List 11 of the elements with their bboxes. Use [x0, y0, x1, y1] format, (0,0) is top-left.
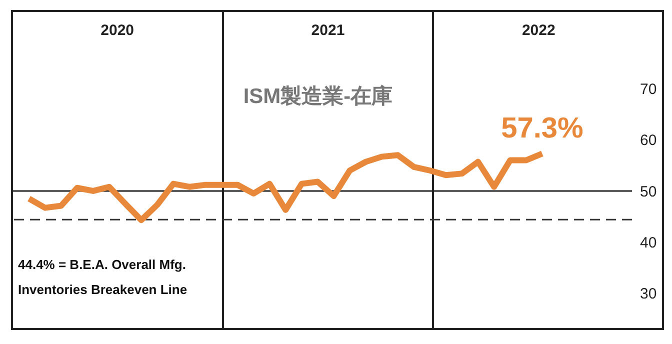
- ref-line-label: 44.4% = B.E.A. Overall Mfg. Inventories Breakeven Line: [18, 256, 188, 299]
- y-tick-label: 60: [640, 132, 657, 150]
- annotation: 2020: [100, 22, 136, 39]
- y-tick-label: 50: [640, 183, 657, 200]
- annotation: 2022: [520, 22, 556, 39]
- text: ISM製造業-在庫: [242, 84, 394, 110]
- annotation: 2021: [310, 22, 346, 39]
- annotation: 57.3%: [501, 112, 584, 145]
- y-tick-label: 70: [640, 81, 657, 98]
- y-tick-label: 30: [640, 286, 657, 303]
- y-tick-label: 40: [640, 234, 657, 252]
